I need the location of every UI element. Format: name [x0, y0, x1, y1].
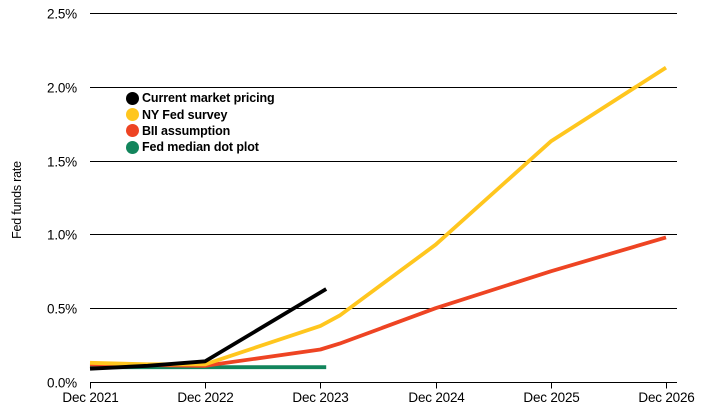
x-tick-label: Dec 2022	[177, 390, 233, 405]
legend-item-fed-median-dot-plot: Fed median dot plot	[126, 139, 275, 155]
legend-label: Fed median dot plot	[142, 140, 259, 155]
x-tick-label: Dec 2023	[292, 390, 348, 405]
series-line-current-market-pricing	[89, 287, 328, 371]
y-tick-label: 0.5%	[47, 302, 77, 317]
legend-label: NY Fed survey	[142, 107, 228, 122]
series-line-bii-assumption	[89, 235, 667, 368]
legend-swatch-icon	[126, 140, 139, 154]
y-tick-label: 1.5%	[47, 155, 77, 170]
legend-item-ny-fed-survey: NY Fed survey	[126, 106, 275, 122]
y-tick-label: 2.0%	[47, 81, 77, 96]
legend-item-current-market-pricing: Current market pricing	[126, 90, 275, 106]
x-tick-label: Dec 2024	[408, 390, 465, 405]
x-tick-label: Dec 2021	[62, 390, 118, 405]
legend-swatch-icon	[126, 124, 139, 138]
y-tick-label: 0.0%	[47, 376, 77, 391]
legend-label: Current market pricing	[142, 91, 275, 106]
y-tick-label: 2.5%	[47, 7, 77, 22]
y-axis-title: Fed funds rate	[10, 161, 24, 239]
x-tick-label: Dec 2025	[523, 390, 579, 405]
y-tick-label: 1.0%	[47, 228, 77, 243]
legend-item-bii-assumption: BII assumption	[126, 123, 275, 139]
legend-swatch-icon	[126, 91, 139, 105]
legend: Current market pricing NY Fed survey BII a…	[126, 90, 275, 156]
legend-swatch-icon	[126, 108, 139, 122]
legend-label: BII assumption	[142, 123, 231, 138]
x-tick-label: Dec 2026	[638, 390, 694, 405]
